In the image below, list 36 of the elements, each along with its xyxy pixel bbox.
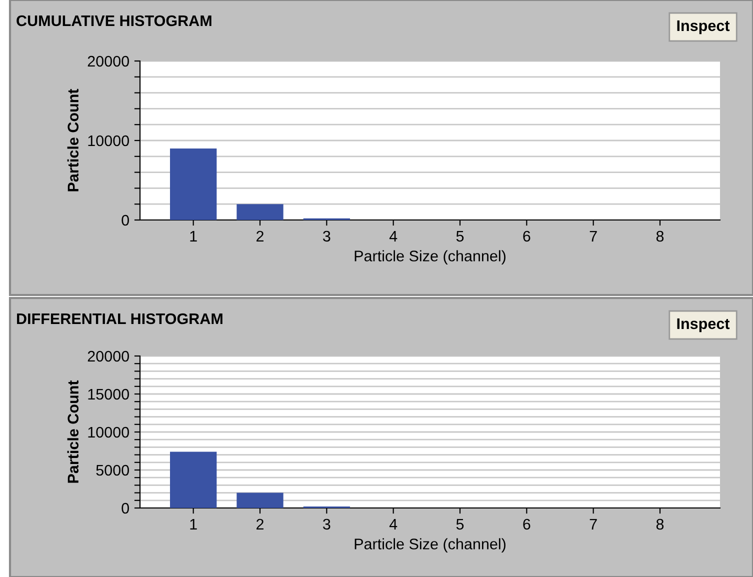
y-tick-label: 0 (122, 214, 129, 226)
x-tick-label: 1 (190, 518, 197, 530)
y-axis-title: Particle Count (67, 380, 79, 483)
y-tick-label: 10000 (88, 426, 129, 438)
y-tick-label: 10000 (88, 135, 129, 146)
y-tick-label: 15000 (88, 388, 129, 400)
x-tick-label: 4 (389, 230, 398, 242)
y-tick-label: 20000 (88, 350, 129, 362)
y-tick-label: 0 (122, 502, 129, 514)
text: Inspect (677, 20, 730, 34)
x-axis-title: Particle Size (channel) (354, 538, 506, 552)
chart-title: DIFFERENTIAL HISTOGRAM (17, 313, 222, 324)
x-tick-label: 2 (256, 230, 264, 242)
x-tick-label: 8 (656, 230, 664, 242)
bar (170, 452, 217, 508)
x-axis-title: Particle Size (channel) (354, 250, 506, 264)
y-axis-title: Particle Count (67, 88, 79, 192)
x-tick-label: 8 (656, 518, 664, 530)
x-tick-label: 7 (590, 518, 597, 530)
bar (236, 492, 284, 508)
x-tick-label: 1 (190, 230, 197, 242)
x-tick-label: 4 (389, 518, 398, 530)
x-tick-label: 6 (523, 518, 530, 530)
x-tick-label: 5 (456, 230, 464, 242)
x-tick-label: 2 (256, 518, 264, 530)
y-tick-label: 20000 (88, 56, 129, 67)
bar (170, 148, 217, 220)
x-tick-label: 5 (456, 518, 464, 530)
x-tick-label: 3 (323, 518, 330, 530)
chart-title: CUMULATIVE HISTOGRAM (16, 15, 212, 26)
y-tick-label: 5000 (96, 464, 129, 476)
x-tick-label: 7 (590, 230, 597, 242)
x-tick-label: 3 (323, 230, 330, 242)
text: Inspect (677, 318, 730, 332)
x-tick-label: 6 (523, 230, 530, 242)
bar (236, 204, 284, 220)
